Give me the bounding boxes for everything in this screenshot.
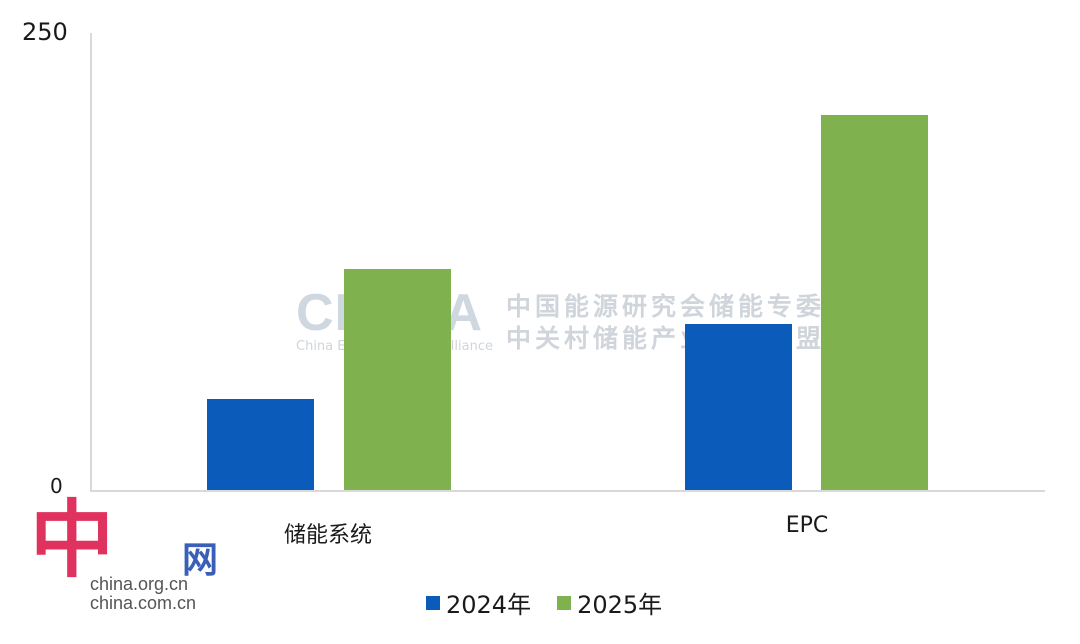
logo-wang-glyph: 网: [182, 540, 219, 581]
legend-label-2025: 2025年: [577, 591, 663, 619]
legend-item-2024: 2024年: [426, 585, 531, 620]
bar-1-0: [685, 323, 792, 490]
bar-0-1: [344, 268, 451, 490]
china-org-logo: 中 网 china.org.cn china.com.cn: [30, 495, 230, 615]
bar-1-1: [821, 115, 928, 490]
legend-item-2025: 2025年: [557, 585, 662, 620]
y-axis: [90, 33, 92, 491]
x-axis: [90, 490, 1045, 492]
logo-url-com: china.com.cn: [90, 593, 197, 613]
logo-zhong-glyph: 中: [30, 490, 115, 589]
watermark: CNESA China Energy Storage Alliance 中国能源…: [296, 287, 850, 354]
bar-0-0: [207, 398, 314, 490]
y-tick-max: 250: [22, 18, 68, 46]
legend-swatch-green: [557, 595, 572, 610]
logo-url-org: china.org.cn: [90, 574, 189, 594]
watermark-line1: 中国能源研究会储能专委会: [506, 292, 855, 321]
x-label-epc: EPC: [785, 513, 829, 538]
y-tick-zero: 0: [50, 474, 63, 498]
legend: 2024年 2025年: [426, 585, 662, 620]
legend-swatch-blue: [426, 595, 440, 610]
x-label-storage-system: 储能系统: [283, 523, 372, 548]
watermark-chinese: 中国能源研究会储能专委会 中关村储能产业技术联盟: [506, 291, 854, 355]
watermark-line2: 中关村储能产业技术联盟: [506, 324, 826, 353]
legend-label-2024: 2024年: [446, 591, 532, 619]
